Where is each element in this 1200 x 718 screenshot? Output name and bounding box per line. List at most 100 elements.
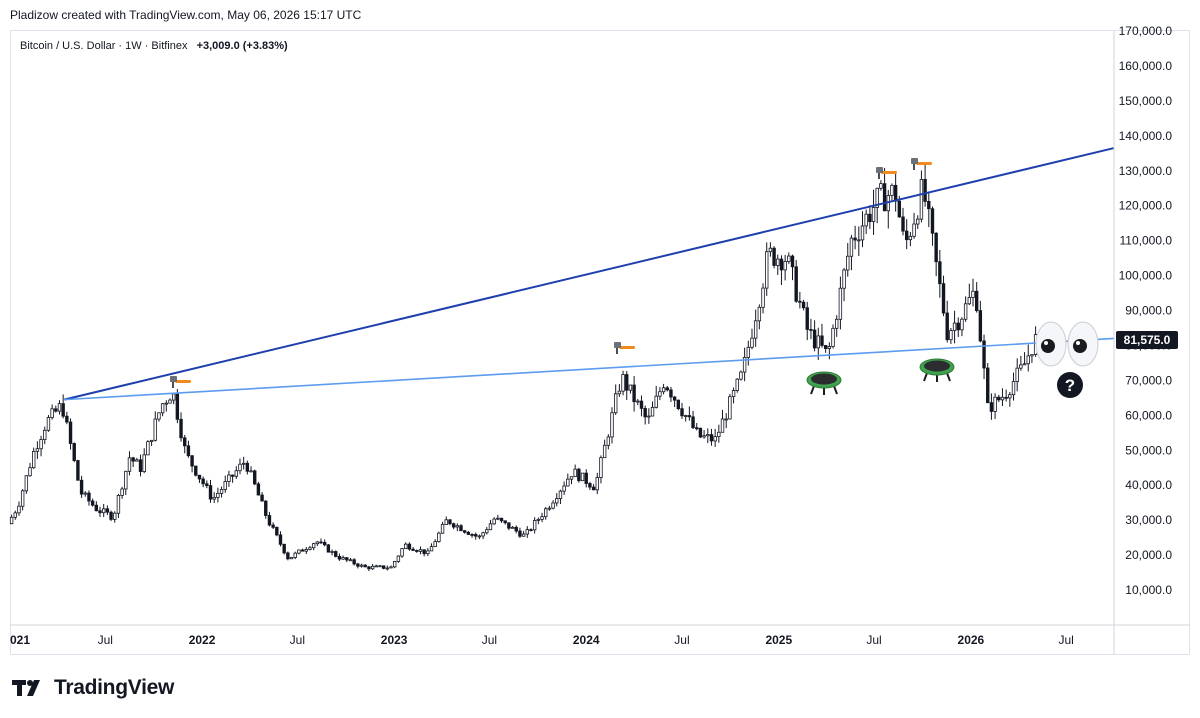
candle <box>359 563 364 568</box>
candle <box>466 530 471 535</box>
candle <box>698 427 703 439</box>
x-tick-label: 2023 <box>381 633 408 647</box>
candle <box>98 506 102 518</box>
candle <box>315 541 320 546</box>
candle <box>514 525 518 534</box>
candle <box>882 167 887 212</box>
candle <box>529 528 533 532</box>
candle <box>54 405 58 413</box>
candle <box>289 557 294 560</box>
candle <box>779 255 784 286</box>
price-axis[interactable]: 170,000.0 160,000.0 150,000.0 140,000.0 130,… <box>1113 24 1173 655</box>
candle <box>241 456 246 470</box>
candle <box>153 411 157 442</box>
candle <box>149 439 154 447</box>
candle <box>801 299 806 311</box>
candle <box>197 474 202 483</box>
candle <box>720 409 725 433</box>
candle <box>669 386 673 403</box>
tradingview-logo-icon <box>12 680 40 696</box>
candle <box>602 439 607 459</box>
x-tick-label: 2026 <box>958 633 985 647</box>
candle <box>805 301 809 341</box>
candle <box>474 532 478 540</box>
candle <box>219 486 224 498</box>
candle <box>584 469 588 488</box>
candle <box>124 470 128 496</box>
candle <box>370 563 375 570</box>
candle <box>57 400 62 415</box>
candle <box>83 491 87 497</box>
candle <box>503 520 507 525</box>
candle <box>540 512 544 523</box>
resistance-trendline[interactable] <box>63 147 1115 401</box>
candle <box>544 506 548 520</box>
candle <box>451 522 456 530</box>
candle <box>381 565 386 570</box>
candle <box>400 547 404 558</box>
svg-text:?: ? <box>1065 376 1075 395</box>
candle <box>208 479 213 503</box>
candle <box>676 399 681 411</box>
candle <box>941 275 946 317</box>
candle <box>510 525 515 529</box>
x-tick-label: 2022 <box>189 633 216 647</box>
candle <box>868 205 872 230</box>
candle <box>672 395 677 408</box>
y-tick-label: 170,000.0 <box>1119 24 1173 38</box>
candle <box>731 387 736 404</box>
y-tick-label: 110,000.0 <box>1120 234 1173 248</box>
candle <box>846 242 850 277</box>
candle <box>521 530 526 537</box>
candle <box>853 225 857 250</box>
candle <box>286 551 290 561</box>
candle <box>816 327 820 360</box>
chart-caption: Pladizow created with TradingView.com, M… <box>10 8 362 22</box>
support-trendline[interactable] <box>64 337 1115 401</box>
trendlines <box>63 147 1115 401</box>
candle <box>238 458 242 475</box>
candle <box>768 242 773 257</box>
candle <box>326 544 331 553</box>
question-icon: ? <box>1057 372 1083 398</box>
time-axis[interactable]: 021 Jul 2022 Jul 2023 Jul 2024 Jul 2025 Jul 2026 Ju… <box>10 624 1190 647</box>
candle <box>916 215 920 229</box>
trampoline-icon <box>806 371 842 395</box>
candle <box>820 323 824 348</box>
candle <box>783 254 787 281</box>
candle <box>175 388 180 424</box>
candle <box>297 549 301 555</box>
candle <box>536 517 541 525</box>
candle <box>742 347 747 382</box>
candle <box>562 481 566 495</box>
candle <box>683 414 688 422</box>
candle <box>146 440 150 456</box>
candle <box>127 451 132 476</box>
hammer-icon <box>614 342 635 354</box>
candle <box>923 164 927 207</box>
candle <box>735 378 739 393</box>
candle <box>591 484 596 491</box>
hammer-icon <box>170 376 191 388</box>
symbol-legend[interactable]: Bitcoin / U.S. Dollar · 1W · Bitfinex +3… <box>20 40 288 52</box>
tradingview-brand[interactable]: TradingView <box>12 674 174 702</box>
candle <box>407 542 412 551</box>
candle <box>967 283 972 306</box>
candle <box>823 345 828 353</box>
y-tick-label: 40,000.0 <box>1125 478 1172 492</box>
candle <box>606 434 611 450</box>
candle <box>558 489 563 504</box>
chart-frame[interactable] <box>10 30 1190 655</box>
candle <box>455 523 460 532</box>
candle <box>1022 352 1027 366</box>
candle <box>392 560 397 569</box>
candle <box>160 403 165 417</box>
candle <box>1019 355 1023 371</box>
y-tick-label: 140,000.0 <box>1119 129 1173 143</box>
candle <box>706 428 710 444</box>
y-tick-label: 100,000.0 <box>1119 269 1173 283</box>
candle <box>389 565 393 569</box>
candle <box>179 412 183 442</box>
candle <box>234 466 238 479</box>
